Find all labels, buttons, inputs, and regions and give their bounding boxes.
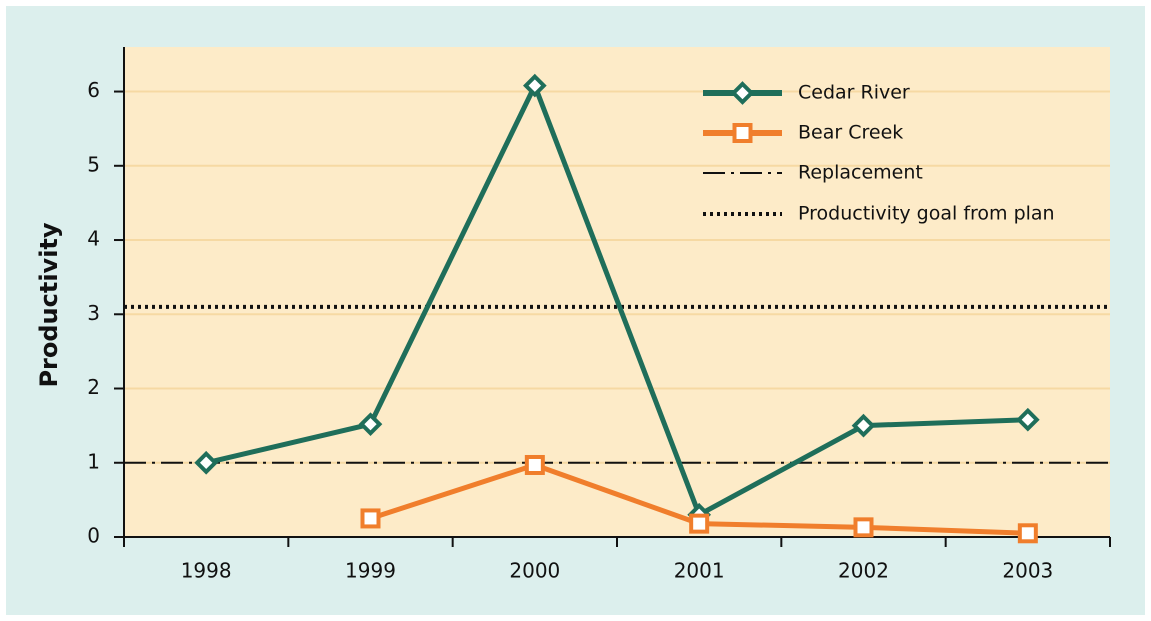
marker	[194, 450, 218, 475]
y-tick-label: 2	[87, 375, 100, 399]
y-tick-label: 6	[87, 78, 100, 102]
x-tick-label: 2002	[838, 559, 889, 583]
x-tick-label: 2003	[1002, 559, 1053, 583]
marker	[853, 517, 874, 538]
marker	[732, 123, 753, 143]
marker	[1016, 407, 1040, 432]
y-tick-label: 5	[87, 152, 100, 176]
legend-label: Cedar River	[798, 82, 910, 104]
legend-label: Bear Creek	[798, 122, 903, 144]
marker	[360, 508, 381, 529]
y-tick-label: 4	[87, 227, 100, 251]
marker	[1017, 523, 1038, 544]
marker	[730, 81, 755, 105]
marker	[358, 412, 383, 436]
legend-label: Productivity goal from plan	[798, 203, 1055, 225]
marker	[524, 454, 545, 475]
x-tick-label: 2000	[509, 559, 560, 583]
x-tick-label: 2001	[674, 559, 725, 583]
marker	[689, 513, 710, 534]
marker	[523, 73, 547, 98]
y-tick-label: 1	[87, 449, 100, 473]
x-tick-label: 1998	[181, 559, 232, 583]
plot-area	[124, 47, 1110, 537]
y-axis-label: Productivity	[35, 222, 63, 387]
legend-label: Replacement	[798, 162, 923, 184]
y-tick-label: 0	[87, 524, 100, 548]
marker	[851, 413, 876, 438]
y-tick-label: 3	[87, 301, 100, 325]
x-tick-label: 1999	[345, 559, 396, 583]
series-line	[205, 83, 1028, 518]
